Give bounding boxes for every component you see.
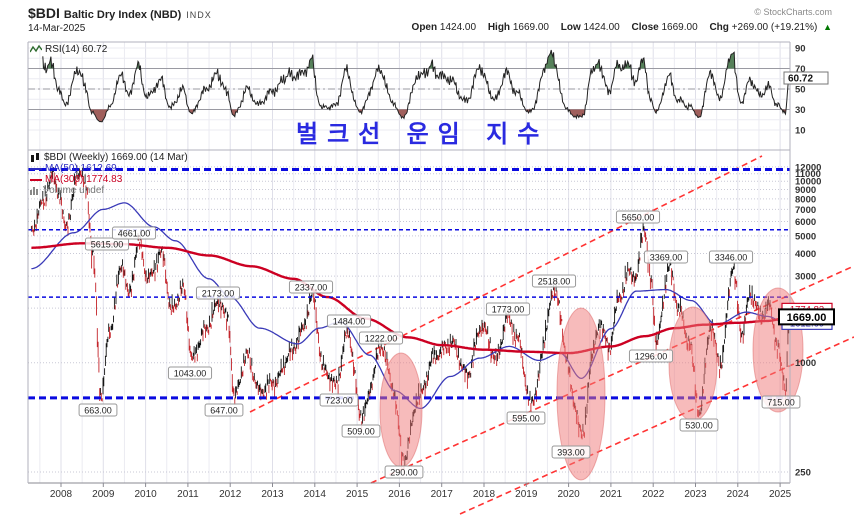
svg-text:1773.00: 1773.00 [492,305,525,315]
chart-title: $BDI Baltic Dry Index (NBD) INDX [28,5,212,23]
svg-text:3000: 3000 [795,272,816,283]
open-value: 1424.00 [439,22,477,33]
svg-text:1043.00: 1043.00 [174,369,207,379]
svg-text:1222.00: 1222.00 [365,334,398,344]
volume-bars-icon [30,187,38,195]
chg-label: Chg [709,22,729,33]
quote-strip: Open 1424.00 High 1669.00 Low 1424.00 Cl… [403,22,832,33]
svg-text:647.00: 647.00 [210,406,238,416]
svg-text:1669.00: 1669.00 [787,312,827,324]
svg-text:2017: 2017 [431,489,454,500]
price-legend-label: $BDI (Weekly) 1669.00 (14 Mar) [44,152,188,163]
svg-text:2019: 2019 [515,489,538,500]
svg-text:2015: 2015 [346,489,369,500]
svg-text:50: 50 [795,85,806,96]
open-label: Open [411,22,438,33]
svg-text:1296.00: 1296.00 [635,352,668,362]
chart-date: 14-Mar-2025 [28,23,86,34]
svg-text:2023: 2023 [684,489,707,500]
index-name: Baltic Dry Index (NBD) [63,9,182,21]
svg-text:2008: 2008 [50,489,73,500]
low-label: Low [560,22,581,33]
svg-text:4000: 4000 [795,249,816,260]
svg-text:6000: 6000 [795,217,816,228]
high-value: 1669.00 [512,22,549,33]
svg-text:5650.00: 5650.00 [622,213,655,223]
rsi-icon [30,45,42,53]
ma-fast-swatch-icon [30,167,42,170]
svg-text:11000: 11000 [795,169,821,180]
svg-text:1484.00: 1484.00 [333,317,366,327]
close-label: Close [631,22,659,33]
svg-text:2024: 2024 [727,489,750,500]
svg-text:2011: 2011 [177,489,199,500]
low-value: 1424.00 [583,22,620,33]
svg-text:2014: 2014 [304,489,327,500]
svg-text:4661.00: 4661.00 [118,229,151,239]
ma-slow-swatch-icon [30,178,42,181]
svg-text:2020: 2020 [557,489,580,500]
svg-text:2009: 2009 [92,489,115,500]
svg-text:60.72: 60.72 [788,74,813,85]
svg-text:5000: 5000 [795,231,816,242]
korean-caption: 벌크선 운임 지수 [296,119,549,148]
svg-text:7000: 7000 [795,205,816,216]
volume-legend: Volume undef [30,185,104,196]
svg-text:2173.00: 2173.00 [202,289,235,299]
svg-text:250: 250 [795,468,811,479]
copyright: © StockCharts.com [754,7,832,17]
svg-text:663.00: 663.00 [84,406,112,416]
svg-text:8000: 8000 [795,194,816,205]
chg-value: +269.00 (+19.21%) [731,22,818,33]
svg-text:2021: 2021 [600,489,623,500]
svg-text:30: 30 [795,105,806,116]
price-legend: $BDI (Weekly) 1669.00 (14 Mar) [30,152,188,163]
svg-text:530.00: 530.00 [685,421,713,431]
svg-text:2012: 2012 [219,489,242,500]
svg-text:12000: 12000 [795,162,821,173]
svg-text:2013: 2013 [261,489,284,500]
symbol: $BDI [28,5,60,21]
high-label: High [487,22,511,33]
svg-text:715.00: 715.00 [767,398,795,408]
svg-text:9000: 9000 [795,185,816,196]
svg-text:10: 10 [795,126,806,137]
svg-text:2018: 2018 [473,489,496,500]
rsi-legend: RSI(14) 60.72 [30,44,107,55]
svg-text:2025: 2025 [769,489,792,500]
rsi-legend-label: RSI(14) 60.72 [45,44,108,55]
close-value: 1669.00 [661,22,698,33]
exchange: INDX [186,10,212,20]
svg-text:10000: 10000 [795,177,821,188]
ma-slow-legend: MA(300) 1774.83 [30,174,122,185]
svg-text:2010: 2010 [134,489,157,500]
svg-text:5615.00: 5615.00 [91,240,124,250]
ma-fast-label: MA(50) 1612.69 [45,163,117,174]
svg-text:595.00: 595.00 [512,414,540,424]
svg-text:2016: 2016 [388,489,411,500]
svg-text:70: 70 [795,64,806,75]
svg-text:90: 90 [795,44,806,55]
svg-text:723.00: 723.00 [325,396,353,406]
svg-text:2518.00: 2518.00 [538,277,571,287]
svg-text:393.00: 393.00 [557,448,585,458]
svg-text:3369.00: 3369.00 [650,253,683,263]
svg-text:1000: 1000 [795,358,816,369]
svg-text:3346.00: 3346.00 [715,253,748,263]
ma-slow-label: MA(300) 1774.83 [45,174,123,185]
candlestick-icon [31,152,39,162]
svg-text:2022: 2022 [642,489,665,500]
volume-label: Volume undef [43,185,105,196]
up-arrow-icon: ▲ [823,22,832,32]
ma-fast-legend: MA(50) 1612.69 [30,163,117,174]
svg-text:509.00: 509.00 [347,427,375,437]
svg-text:2337.00: 2337.00 [295,283,328,293]
svg-text:290.00: 290.00 [390,468,418,478]
